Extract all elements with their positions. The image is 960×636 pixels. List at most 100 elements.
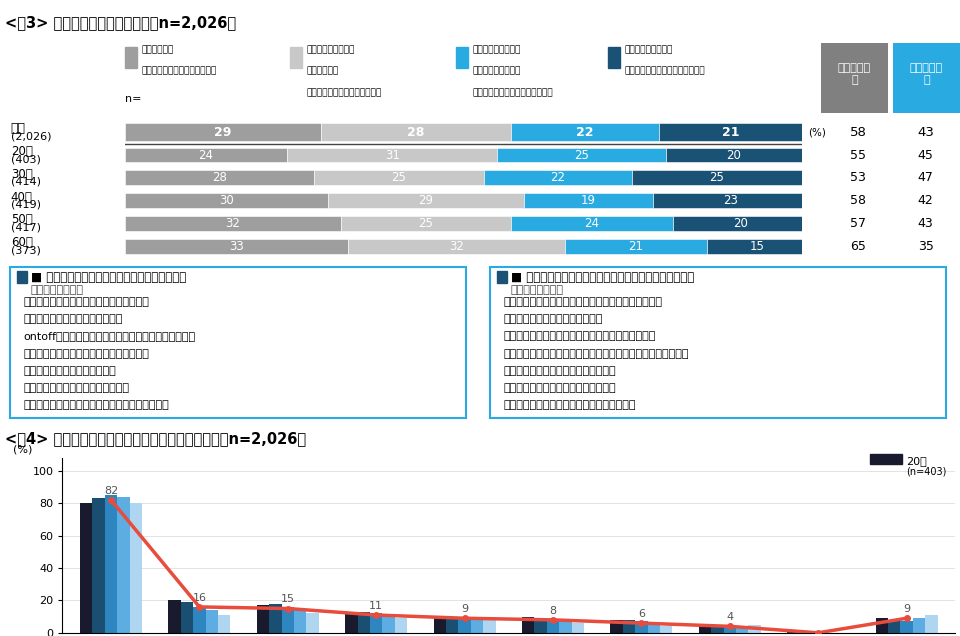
Bar [559, 620, 571, 633]
Text: 15: 15 [750, 240, 765, 252]
Text: (n=403): (n=403) [906, 467, 947, 477]
Text: 19: 19 [581, 194, 596, 207]
Text: テレワークの方が集中できる／効率的: テレワークの方が集中できる／効率的 [504, 383, 616, 393]
Text: プライベート時間が取れる／時間にゆとりができる: プライベート時間が取れる／時間にゆとりができる [504, 331, 656, 342]
Text: 22: 22 [576, 126, 594, 139]
Text: 9: 9 [903, 604, 910, 614]
Text: (403): (403) [11, 154, 40, 164]
Bar [660, 626, 672, 633]
Bar [666, 148, 802, 162]
全体 [282, 605, 294, 612]
Bar [92, 499, 105, 633]
Bar [459, 617, 470, 633]
Bar [633, 170, 802, 185]
FancyBboxPatch shape [490, 267, 946, 418]
Bar [522, 617, 535, 633]
Bar [511, 216, 673, 231]
Bar [711, 626, 724, 633]
Text: テレワーク
計: テレワーク 計 [910, 63, 943, 85]
Bar [125, 148, 287, 162]
Text: (417): (417) [11, 223, 40, 233]
Text: 43: 43 [918, 217, 933, 230]
Text: 25: 25 [419, 217, 433, 230]
Text: 45: 45 [918, 149, 933, 162]
Bar [483, 620, 495, 633]
Text: 22: 22 [550, 171, 565, 184]
Bar [370, 613, 382, 633]
Bar [346, 613, 358, 633]
Text: 20: 20 [733, 217, 748, 230]
Bar [611, 620, 623, 633]
Text: 28: 28 [407, 126, 424, 139]
Text: n=: n= [125, 93, 141, 104]
Text: 満員電車の通勤はストレス／苦痛: 満員電車の通勤はストレス／苦痛 [504, 314, 603, 324]
Bar [117, 497, 130, 633]
Bar [571, 623, 584, 633]
Text: 家事や育児と両立できる／ワークライフバランスがとりやすい: 家事や育児と両立できる／ワークライフバランスがとりやすい [504, 349, 689, 359]
Text: <図4> 今後、テレワークをしたい場所（複数回答：n=2,026）: <図4> 今後、テレワークをしたい場所（複数回答：n=2,026） [5, 431, 306, 446]
全体 [459, 614, 470, 622]
Text: 20代: 20代 [11, 145, 33, 158]
Text: 15: 15 [281, 595, 295, 604]
Text: 行くことを中心として働きたい: 行くことを中心として働きたい [307, 88, 382, 97]
Text: 新型コロナウイルスの感染防止のため: 新型コロナウイルスの感染防止のため [504, 366, 616, 376]
Bar [358, 612, 370, 633]
Text: 43: 43 [917, 126, 934, 139]
Bar [724, 625, 736, 633]
Text: (%): (%) [808, 127, 827, 137]
Bar [900, 621, 913, 633]
Text: 57: 57 [851, 217, 867, 230]
全体 [371, 611, 382, 619]
Text: 32: 32 [449, 240, 464, 252]
Bar [80, 503, 92, 633]
Text: 28: 28 [212, 171, 227, 184]
Text: 行くことを中心として働きたい: 行くことを中心として働きたい [141, 67, 217, 76]
Bar [348, 238, 564, 254]
Bar [547, 620, 559, 633]
Text: 25: 25 [574, 149, 589, 162]
Text: 出社のための身支度（着替え、化粧）が不要: 出社のための身支度（着替え、化粧）が不要 [504, 400, 636, 410]
Bar [660, 123, 802, 141]
Text: 29: 29 [419, 194, 434, 207]
Bar [306, 613, 319, 633]
Bar [290, 46, 302, 68]
全体 [900, 614, 912, 622]
全体 [194, 603, 205, 611]
Bar [125, 238, 348, 254]
全体 [724, 623, 735, 630]
Text: (373): (373) [11, 245, 40, 255]
Text: ■ 会社や現場へ行くことを中心に働きたい理由: ■ 会社や現場へ行くことを中心に働きたい理由 [31, 271, 186, 284]
Bar [636, 621, 648, 633]
Text: 21: 21 [722, 126, 739, 139]
Text: 55: 55 [851, 149, 867, 162]
Bar [497, 148, 666, 162]
Text: 人との対面が大切／直接話をしたい: 人との対面が大切／直接話をしたい [24, 383, 130, 393]
Bar [648, 623, 660, 633]
Bar [180, 602, 193, 633]
Bar [125, 216, 342, 231]
Text: 9: 9 [461, 604, 468, 614]
Bar [218, 615, 230, 633]
Text: 4: 4 [726, 612, 733, 622]
Bar [269, 604, 281, 633]
Bar [193, 607, 205, 633]
Bar [287, 148, 497, 162]
Text: 30: 30 [219, 194, 233, 207]
Bar [281, 607, 294, 633]
Text: 35: 35 [918, 240, 933, 252]
Text: どちらかといえば、: どちらかといえば、 [472, 45, 521, 54]
Bar [342, 216, 511, 231]
Text: 会社や現場へ: 会社や現場へ [141, 45, 174, 54]
Text: 11: 11 [370, 601, 383, 611]
Text: 42: 42 [918, 194, 933, 207]
全体 [106, 496, 117, 504]
Bar [470, 618, 483, 633]
Text: 20代: 20代 [906, 455, 926, 466]
Text: 25: 25 [709, 171, 725, 184]
Text: 25: 25 [392, 171, 406, 184]
Text: 50代: 50代 [11, 214, 33, 226]
Bar [787, 631, 800, 633]
Bar [395, 618, 407, 633]
Bar [130, 503, 142, 633]
Bar [125, 170, 314, 185]
